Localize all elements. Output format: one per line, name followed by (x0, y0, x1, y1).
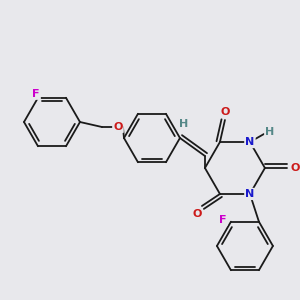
Text: F: F (32, 89, 40, 99)
Text: F: F (219, 215, 227, 225)
Text: H: H (265, 127, 274, 137)
Text: O: O (113, 122, 123, 132)
Text: O: O (220, 107, 230, 117)
Text: N: N (245, 189, 255, 199)
Text: H: H (179, 119, 189, 129)
Text: O: O (290, 163, 300, 173)
Text: N: N (245, 137, 255, 147)
Text: O: O (192, 209, 202, 219)
